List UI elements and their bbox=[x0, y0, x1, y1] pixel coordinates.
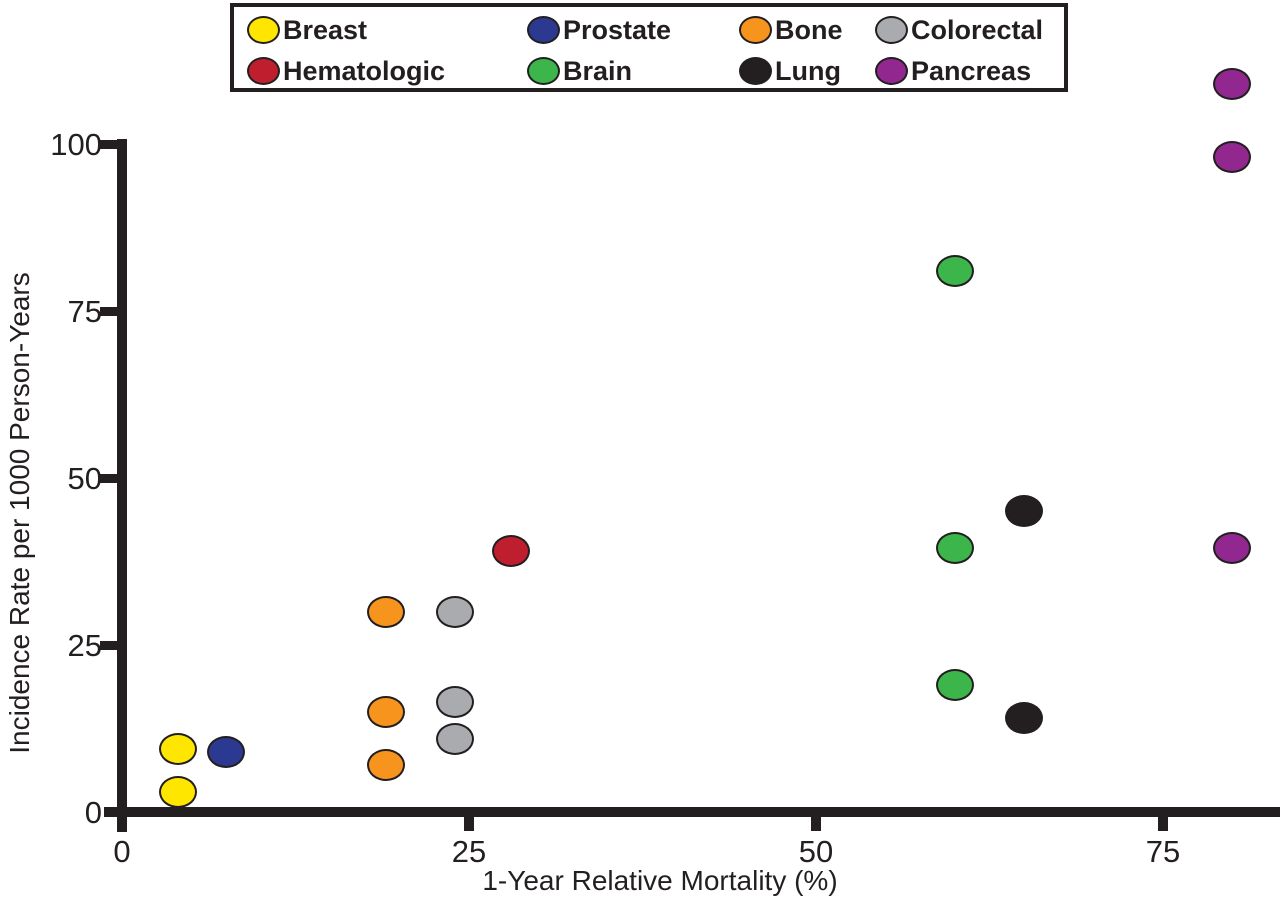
legend-label: Hematologic bbox=[283, 55, 446, 86]
x-axis-tick-label: 25 bbox=[451, 834, 487, 869]
y-axis-tick bbox=[100, 473, 118, 483]
y-axis-tick bbox=[100, 306, 118, 316]
x-axis-tick bbox=[1158, 810, 1168, 831]
y-axis-tick bbox=[100, 139, 118, 149]
x-axis-line bbox=[104, 807, 1280, 817]
legend-item-brain: Brain bbox=[527, 57, 632, 85]
legend-item-lung: Lung bbox=[739, 57, 841, 85]
legend-label: Pancreas bbox=[911, 55, 1032, 86]
legend-label: Colorectal bbox=[911, 14, 1044, 45]
data-point-pancreas bbox=[1213, 532, 1252, 565]
data-point-prostate bbox=[207, 735, 246, 768]
y-axis-line bbox=[117, 139, 127, 832]
legend-swatch-breast-icon bbox=[247, 16, 280, 44]
data-point-hematologic bbox=[491, 535, 530, 568]
y-axis-tick-label: 25 bbox=[67, 628, 102, 663]
legend-item-prostate: Prostate bbox=[527, 16, 671, 44]
x-axis-tick-label: 0 bbox=[113, 834, 131, 869]
legend-item-hematologic: Hematologic bbox=[247, 57, 445, 85]
x-axis-tick bbox=[464, 810, 474, 831]
x-axis-tick bbox=[117, 810, 127, 831]
data-point-pancreas bbox=[1213, 141, 1252, 174]
legend-label: Lung bbox=[775, 55, 841, 86]
legend-item-colorectal: Colorectal bbox=[875, 16, 1043, 44]
legend-swatch-prostate-icon bbox=[527, 16, 560, 44]
legend-label: Breast bbox=[283, 14, 368, 45]
legend-swatch-lung-icon bbox=[739, 57, 772, 85]
x-axis-tick-label: 50 bbox=[798, 834, 834, 869]
legend-swatch-colorectal-icon bbox=[875, 16, 908, 44]
legend-label: Brain bbox=[563, 55, 633, 86]
data-point-bone bbox=[366, 595, 405, 628]
y-axis-tick-label: 75 bbox=[67, 294, 102, 329]
legend-label: Bone bbox=[775, 14, 843, 45]
y-axis-tick-label: 50 bbox=[67, 461, 102, 496]
x-axis-tick-label: 75 bbox=[1145, 834, 1181, 869]
data-point-breast bbox=[158, 775, 197, 808]
legend-item-bone: Bone bbox=[739, 16, 843, 44]
legend-item-breast: Breast bbox=[247, 16, 367, 44]
data-point-colorectal bbox=[436, 685, 475, 718]
data-point-pancreas bbox=[1213, 67, 1252, 100]
legend-swatch-hematologic-icon bbox=[247, 57, 280, 85]
x-axis-tick bbox=[811, 810, 821, 831]
legend-swatch-pancreas-icon bbox=[875, 57, 908, 85]
data-point-brain bbox=[935, 669, 974, 702]
data-point-colorectal bbox=[436, 595, 475, 628]
y-axis-tick-label: 0 bbox=[84, 795, 102, 830]
data-point-colorectal bbox=[436, 722, 475, 755]
data-point-bone bbox=[366, 695, 405, 728]
legend-label: Prostate bbox=[563, 14, 672, 45]
data-point-bone bbox=[366, 749, 405, 782]
y-axis-tick-label: 100 bbox=[50, 127, 102, 162]
legend: Breast Prostate Bone Colorectal Hematologic B… bbox=[230, 3, 1068, 92]
legend-item-pancreas: Pancreas bbox=[875, 57, 1031, 85]
data-point-brain bbox=[935, 254, 974, 287]
y-axis-title: Incidence Rate per 1000 Person-Years bbox=[4, 272, 35, 754]
data-point-brain bbox=[935, 532, 974, 565]
x-axis-title: 1-Year Relative Mortality (%) bbox=[482, 865, 838, 896]
y-axis-tick bbox=[100, 640, 118, 650]
legend-swatch-brain-icon bbox=[527, 57, 560, 85]
data-point-lung bbox=[1005, 495, 1044, 528]
data-point-lung bbox=[1005, 702, 1044, 735]
legend-swatch-bone-icon bbox=[739, 16, 772, 44]
data-point-breast bbox=[158, 732, 197, 765]
